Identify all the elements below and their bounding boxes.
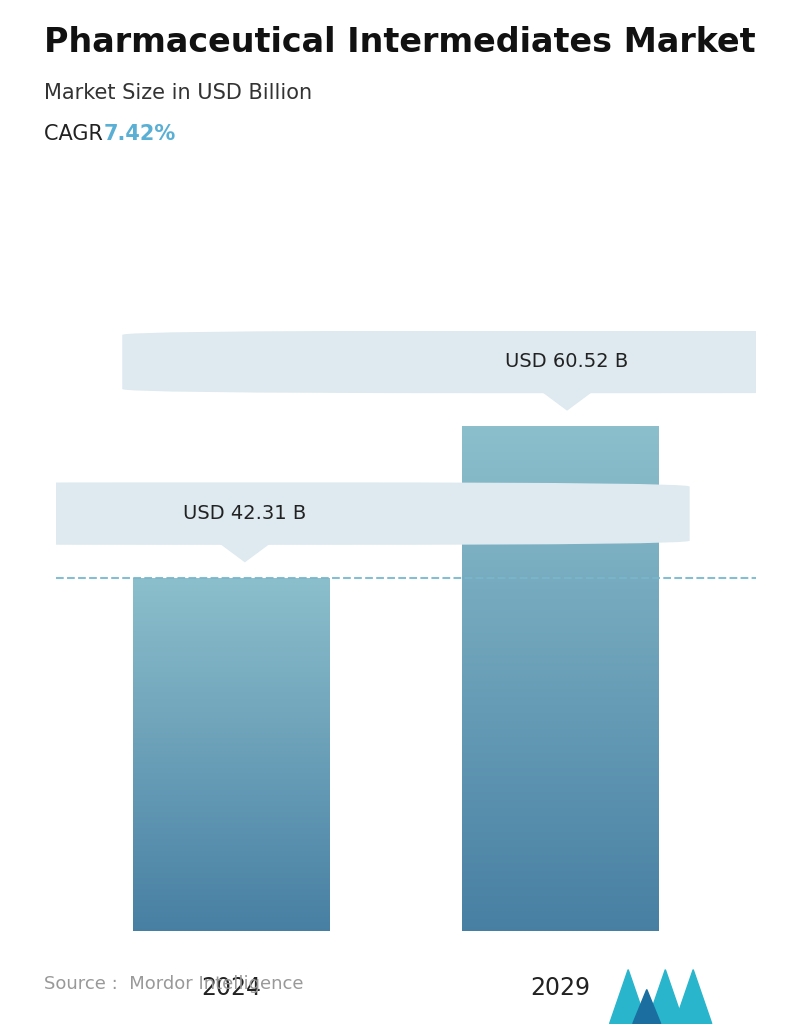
Text: 7.42%: 7.42% bbox=[103, 124, 176, 144]
Text: USD 42.31 B: USD 42.31 B bbox=[183, 505, 306, 523]
Text: USD 60.52 B: USD 60.52 B bbox=[505, 353, 629, 371]
Polygon shape bbox=[646, 970, 684, 1024]
Polygon shape bbox=[633, 990, 661, 1024]
Polygon shape bbox=[539, 389, 595, 409]
Polygon shape bbox=[610, 970, 646, 1024]
FancyBboxPatch shape bbox=[0, 483, 689, 545]
FancyBboxPatch shape bbox=[123, 331, 796, 393]
Polygon shape bbox=[217, 541, 273, 561]
Text: Pharmaceutical Intermediates Market: Pharmaceutical Intermediates Market bbox=[44, 26, 755, 59]
Text: CAGR: CAGR bbox=[44, 124, 109, 144]
Polygon shape bbox=[675, 970, 712, 1024]
Text: Source :  Mordor Intelligence: Source : Mordor Intelligence bbox=[44, 975, 303, 993]
Text: Market Size in USD Billion: Market Size in USD Billion bbox=[44, 83, 312, 102]
Text: 2029: 2029 bbox=[530, 976, 590, 1001]
Text: 2024: 2024 bbox=[201, 976, 261, 1001]
